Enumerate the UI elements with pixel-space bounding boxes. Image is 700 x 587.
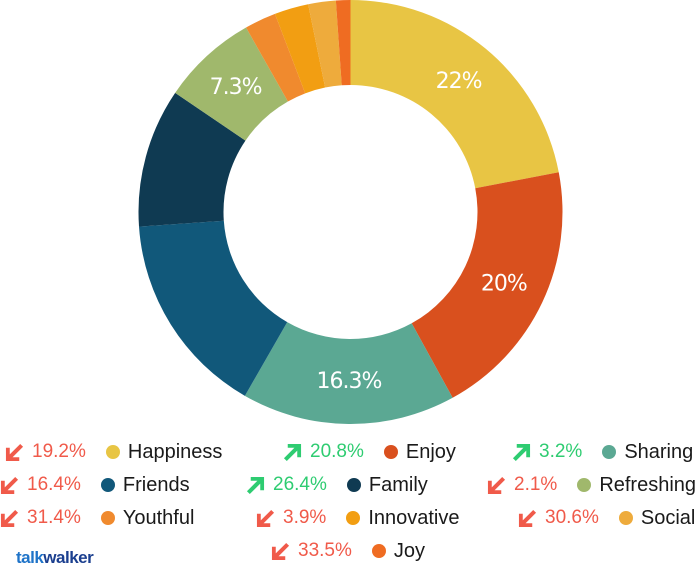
slice-sharing[interactable]: [244, 322, 453, 424]
slice-social[interactable]: [308, 0, 342, 88]
legend-label: Joy: [393, 539, 425, 562]
legend-change-value: 33.5%: [298, 540, 352, 561]
trend-down-arrow-icon: [487, 476, 506, 495]
slice-label-happiness: 22%: [436, 69, 482, 94]
slice-label-sharing: 16.3%: [316, 369, 381, 394]
legend-color-dot-icon: [577, 478, 592, 492]
slice-youthful[interactable]: [246, 13, 306, 102]
legend-color-dot-icon: [100, 478, 115, 492]
legend-label: Sharing: [624, 440, 694, 463]
slice-joy[interactable]: [335, 0, 351, 86]
legend-item-social[interactable]: 30.6% Social: [518, 505, 695, 531]
legend-label: Happiness: [127, 440, 223, 463]
legend-item-happiness[interactable]: 19.2% Happiness: [5, 439, 222, 465]
legend-item-youthful[interactable]: 31.4% Youthful: [0, 505, 194, 531]
legend-color-dot-icon: [346, 511, 361, 525]
legend-change-value: 2.1%: [514, 474, 558, 495]
trend-up-arrow-icon: [246, 476, 265, 495]
slice-refreshing[interactable]: [175, 27, 288, 141]
donut-chart: 22% 20% 16.3% 7.3%: [138, 0, 563, 424]
legend-change-value: 3.9%: [283, 507, 327, 528]
trend-up-arrow-icon: [512, 443, 531, 462]
legend-change-value: 20.8%: [310, 441, 364, 462]
talkwalker-logo: talkwalker: [16, 548, 94, 567]
legend-label: Refreshing: [599, 473, 697, 496]
legend-item-innovative[interactable]: 3.9% Innovative: [256, 505, 459, 531]
trend-down-arrow-icon: [0, 476, 19, 495]
legend-label: Friends: [122, 473, 190, 496]
trend-down-arrow-icon: [0, 509, 19, 528]
legend-color-dot-icon: [371, 544, 386, 558]
legend-color-dot-icon: [100, 511, 115, 525]
legend-change-value: 26.4%: [273, 474, 327, 495]
legend-label: Family: [368, 473, 428, 496]
legend-change-value: 16.4%: [27, 474, 81, 495]
legend-change-value: 3.2%: [539, 441, 583, 462]
trend-down-arrow-icon: [271, 542, 290, 561]
legend-label: Social: [640, 506, 696, 529]
trend-down-arrow-icon: [256, 509, 275, 528]
legend-change-value: 31.4%: [27, 507, 81, 528]
legend-change-value: 30.6%: [545, 507, 599, 528]
slice-label-enjoy: 20%: [481, 272, 527, 297]
trend-down-arrow-icon: [5, 443, 24, 462]
legend-color-dot-icon: [383, 445, 398, 459]
slice-friends[interactable]: [139, 220, 288, 396]
legend-color-dot-icon: [602, 445, 617, 459]
legend-item-family[interactable]: 26.4% Family: [246, 472, 428, 498]
legend-item-enjoy[interactable]: 20.8% Enjoy: [283, 439, 456, 465]
legend-item-refreshing[interactable]: 2.1% Refreshing: [487, 472, 696, 498]
legend-change-value: 19.2%: [32, 441, 86, 462]
trend-down-arrow-icon: [518, 509, 537, 528]
legend-color-dot-icon: [618, 511, 633, 525]
slice-family[interactable]: [138, 92, 246, 227]
legend-label: Enjoy: [405, 440, 456, 463]
legend-color-dot-icon: [346, 478, 361, 492]
legend-label: Youthful: [122, 506, 195, 529]
legend-item-friends[interactable]: 16.4% Friends: [0, 472, 190, 498]
slice-innovative[interactable]: [274, 4, 326, 94]
slice-enjoy[interactable]: [411, 172, 563, 398]
legend-item-sharing[interactable]: 3.2% Sharing: [512, 439, 693, 465]
trend-up-arrow-icon: [283, 443, 302, 462]
slice-label-refreshing: 7.3%: [210, 75, 262, 100]
legend-label: Innovative: [368, 506, 460, 529]
legend-color-dot-icon: [105, 445, 120, 459]
legend-item-joy[interactable]: 33.5% Joy: [271, 538, 425, 564]
slice-happiness[interactable]: [350, 0, 559, 189]
